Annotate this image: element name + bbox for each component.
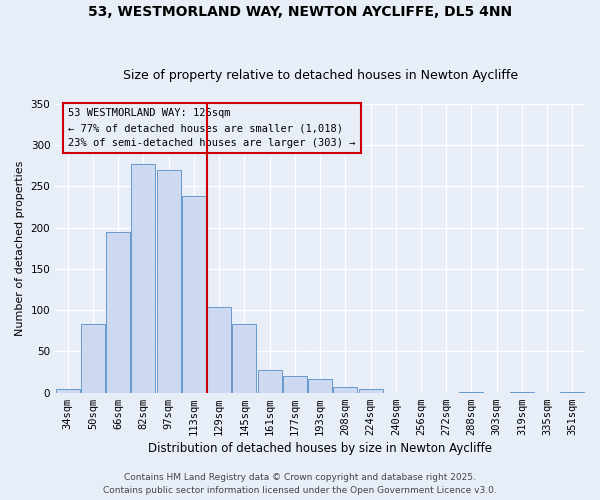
Text: 53 WESTMORLAND WAY: 126sqm
← 77% of detached houses are smaller (1,018)
23% of s: 53 WESTMORLAND WAY: 126sqm ← 77% of deta… <box>68 108 356 148</box>
Bar <box>106 232 130 392</box>
Bar <box>334 387 357 392</box>
Bar <box>81 324 105 392</box>
Title: Size of property relative to detached houses in Newton Aycliffe: Size of property relative to detached ho… <box>122 69 518 82</box>
Bar <box>56 388 80 392</box>
Bar <box>182 196 206 392</box>
Text: 53, WESTMORLAND WAY, NEWTON AYCLIFFE, DL5 4NN: 53, WESTMORLAND WAY, NEWTON AYCLIFFE, DL… <box>88 5 512 19</box>
Bar <box>359 388 383 392</box>
Text: Contains HM Land Registry data © Crown copyright and database right 2025.
Contai: Contains HM Land Registry data © Crown c… <box>103 474 497 495</box>
Y-axis label: Number of detached properties: Number of detached properties <box>15 160 25 336</box>
Bar <box>283 376 307 392</box>
Bar <box>157 170 181 392</box>
Bar <box>232 324 256 392</box>
Bar <box>207 307 231 392</box>
X-axis label: Distribution of detached houses by size in Newton Aycliffe: Distribution of detached houses by size … <box>148 442 492 455</box>
Bar <box>308 380 332 392</box>
Bar <box>257 370 281 392</box>
Bar <box>131 164 155 392</box>
